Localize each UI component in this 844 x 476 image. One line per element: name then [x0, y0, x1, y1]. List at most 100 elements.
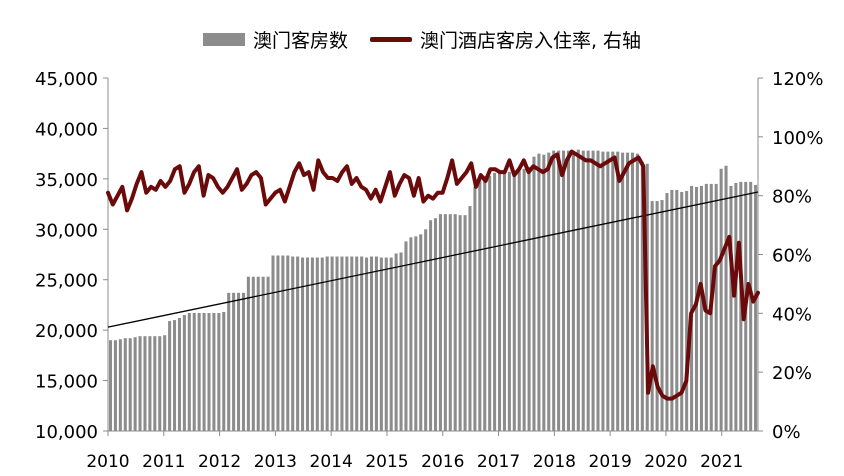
room-count-bar: [754, 184, 758, 431]
room-count-bar: [729, 185, 733, 431]
room-count-bar: [330, 256, 334, 431]
room-count-bar: [749, 181, 753, 431]
x-tick-label: 2010: [86, 452, 129, 472]
room-count-bar: [266, 276, 270, 431]
room-count-bar: [168, 321, 172, 431]
room-count-bar: [409, 237, 413, 431]
room-count-bar: [507, 171, 511, 432]
room-count-bar: [680, 191, 684, 431]
room-count-bar: [502, 171, 506, 432]
room-count-bar: [532, 156, 536, 432]
room-count-bar: [591, 150, 595, 431]
room-count-bar: [576, 149, 580, 432]
room-count-bar: [310, 257, 314, 431]
room-count-bar: [296, 256, 300, 431]
room-count-bar: [301, 257, 305, 431]
y-right-tick-label: 80%: [772, 187, 812, 208]
y-right-tick-label: 100%: [772, 128, 823, 149]
room-count-bar: [256, 276, 260, 431]
room-count-bar: [527, 166, 531, 431]
room-count-bar: [182, 315, 186, 431]
room-count-bar: [498, 171, 502, 432]
room-count-bar: [660, 200, 664, 431]
room-count-bar: [118, 339, 122, 431]
y-right-tick-label: 0%: [772, 422, 801, 443]
room-count-bar: [626, 152, 630, 431]
room-count-bar: [286, 255, 290, 431]
room-count-bar: [630, 152, 634, 431]
legend-label-occupancy: 澳门酒店客房入住率, 右轴: [419, 30, 642, 52]
x-tick-label: 2012: [198, 452, 241, 472]
trendline-group: [107, 191, 759, 328]
room-count-bar: [458, 215, 462, 431]
y-left-tick-label: 25,000: [35, 271, 98, 292]
room-count-bar: [562, 150, 566, 431]
room-count-bar: [596, 150, 600, 431]
room-count-bar: [241, 292, 245, 431]
room-count-bar: [621, 152, 625, 431]
room-count-bar: [389, 257, 393, 431]
room-count-bar: [153, 336, 157, 431]
room-count-bar: [429, 220, 433, 431]
room-count-bar: [237, 292, 241, 431]
axes-group: [103, 77, 763, 436]
legend-line-swatch: [369, 37, 412, 42]
y-right-tick-label: 40%: [772, 304, 812, 325]
room-count-bar: [315, 257, 319, 431]
chart-legend: 澳门客房数 澳门酒店客房入住率, 右轴: [0, 26, 844, 53]
tick-labels-group: 10,000 15,000 20,000 25,000 30,000 35,000 40,0…: [35, 69, 823, 472]
x-tick-label: 2011: [142, 452, 185, 472]
y-left-tick-label: 35,000: [35, 170, 98, 191]
room-count-bar: [212, 313, 216, 431]
room-count-bar: [650, 201, 654, 431]
room-count-bar: [640, 161, 644, 431]
x-tick-label: 2018: [533, 452, 576, 472]
legend-bar-swatch: [202, 33, 245, 46]
room-count-bar: [419, 234, 423, 431]
room-count-bar: [601, 151, 605, 431]
room-count-bar: [547, 152, 551, 431]
room-count-bar: [537, 153, 541, 431]
room-count-bar: [424, 229, 428, 431]
room-count-bar: [468, 206, 472, 431]
legend-item-occupancy: 澳门酒店客房入住率, 右轴: [369, 26, 642, 53]
room-count-bar: [163, 335, 167, 431]
room-count-bar: [173, 320, 177, 431]
room-count-bar: [271, 255, 275, 431]
room-count-bar: [394, 253, 398, 431]
room-count-bar: [325, 256, 329, 431]
room-count-bar: [133, 337, 137, 431]
room-count-bar: [108, 340, 113, 431]
room-count-bar: [655, 201, 659, 431]
room-count-bar: [345, 256, 349, 431]
room-count-bar: [335, 256, 339, 431]
room-count-bar: [123, 338, 127, 431]
room-count-bar: [197, 313, 201, 431]
room-count-bar: [202, 313, 206, 431]
room-count-bar: [113, 340, 117, 431]
room-count-bar: [571, 150, 575, 431]
room-count-bar: [192, 313, 196, 431]
room-count-bar: [217, 313, 221, 431]
room-count-bar: [227, 292, 231, 431]
room-count-bar: [365, 257, 369, 431]
x-tick-label: 2015: [365, 452, 408, 472]
y-left-tick-label: 45,000: [35, 69, 98, 90]
room-count-bar: [694, 186, 699, 431]
room-count-bar: [143, 336, 147, 431]
legend-item-rooms: 澳门客房数: [202, 26, 348, 53]
room-count-bar: [581, 150, 585, 431]
room-count-bar: [399, 252, 403, 431]
room-count-bar: [276, 255, 280, 431]
y-left-tick-label: 15,000: [35, 372, 98, 393]
y-left-tick-label: 30,000: [35, 220, 98, 241]
room-count-bar: [719, 168, 723, 431]
room-count-bar: [404, 241, 408, 431]
y-left-tick-label: 40,000: [35, 119, 98, 140]
room-count-bar: [281, 255, 285, 431]
room-count-bar: [246, 276, 250, 431]
room-count-bar: [473, 186, 477, 431]
y-right-tick-label: 120%: [772, 69, 823, 90]
x-tick-label: 2016: [421, 452, 464, 472]
